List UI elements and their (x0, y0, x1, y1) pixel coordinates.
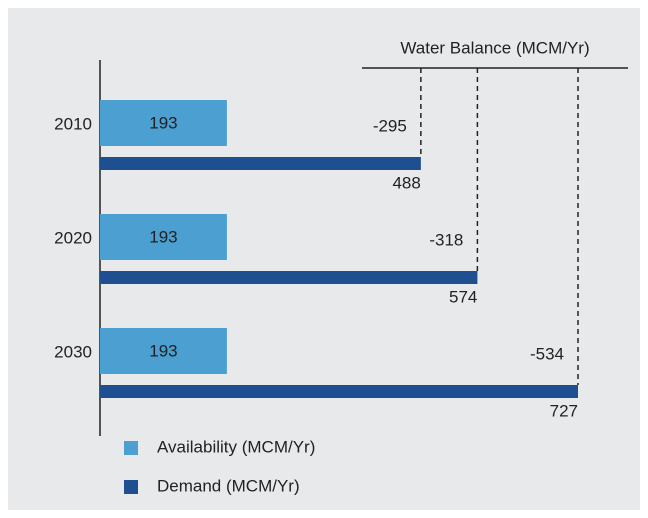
demand-bar (100, 271, 478, 284)
legend-label: Demand (MCM/Yr) (157, 476, 300, 495)
demand-label: 488 (392, 173, 420, 192)
balance-title: Water Balance (MCM/Yr) (400, 38, 589, 57)
balance-label: -295 (373, 116, 407, 135)
legend-swatch (124, 441, 138, 455)
legend-swatch (124, 480, 138, 494)
availability-bar (100, 214, 227, 260)
availability-bar (100, 100, 227, 146)
category-label: 2030 (54, 342, 92, 361)
availability-bar (100, 328, 227, 374)
balance-label: -534 (530, 344, 564, 363)
category-label: 2020 (54, 228, 92, 247)
availability-label: 193 (149, 227, 177, 246)
availability-label: 193 (149, 113, 177, 132)
balance-label: -318 (429, 230, 463, 249)
demand-bar (100, 157, 421, 170)
demand-bar (100, 385, 578, 398)
category-label: 2010 (54, 114, 92, 133)
demand-label: 574 (449, 287, 477, 306)
demand-label: 727 (550, 401, 578, 420)
legend-label: Availability (MCM/Yr) (157, 437, 315, 456)
availability-label: 193 (149, 341, 177, 360)
